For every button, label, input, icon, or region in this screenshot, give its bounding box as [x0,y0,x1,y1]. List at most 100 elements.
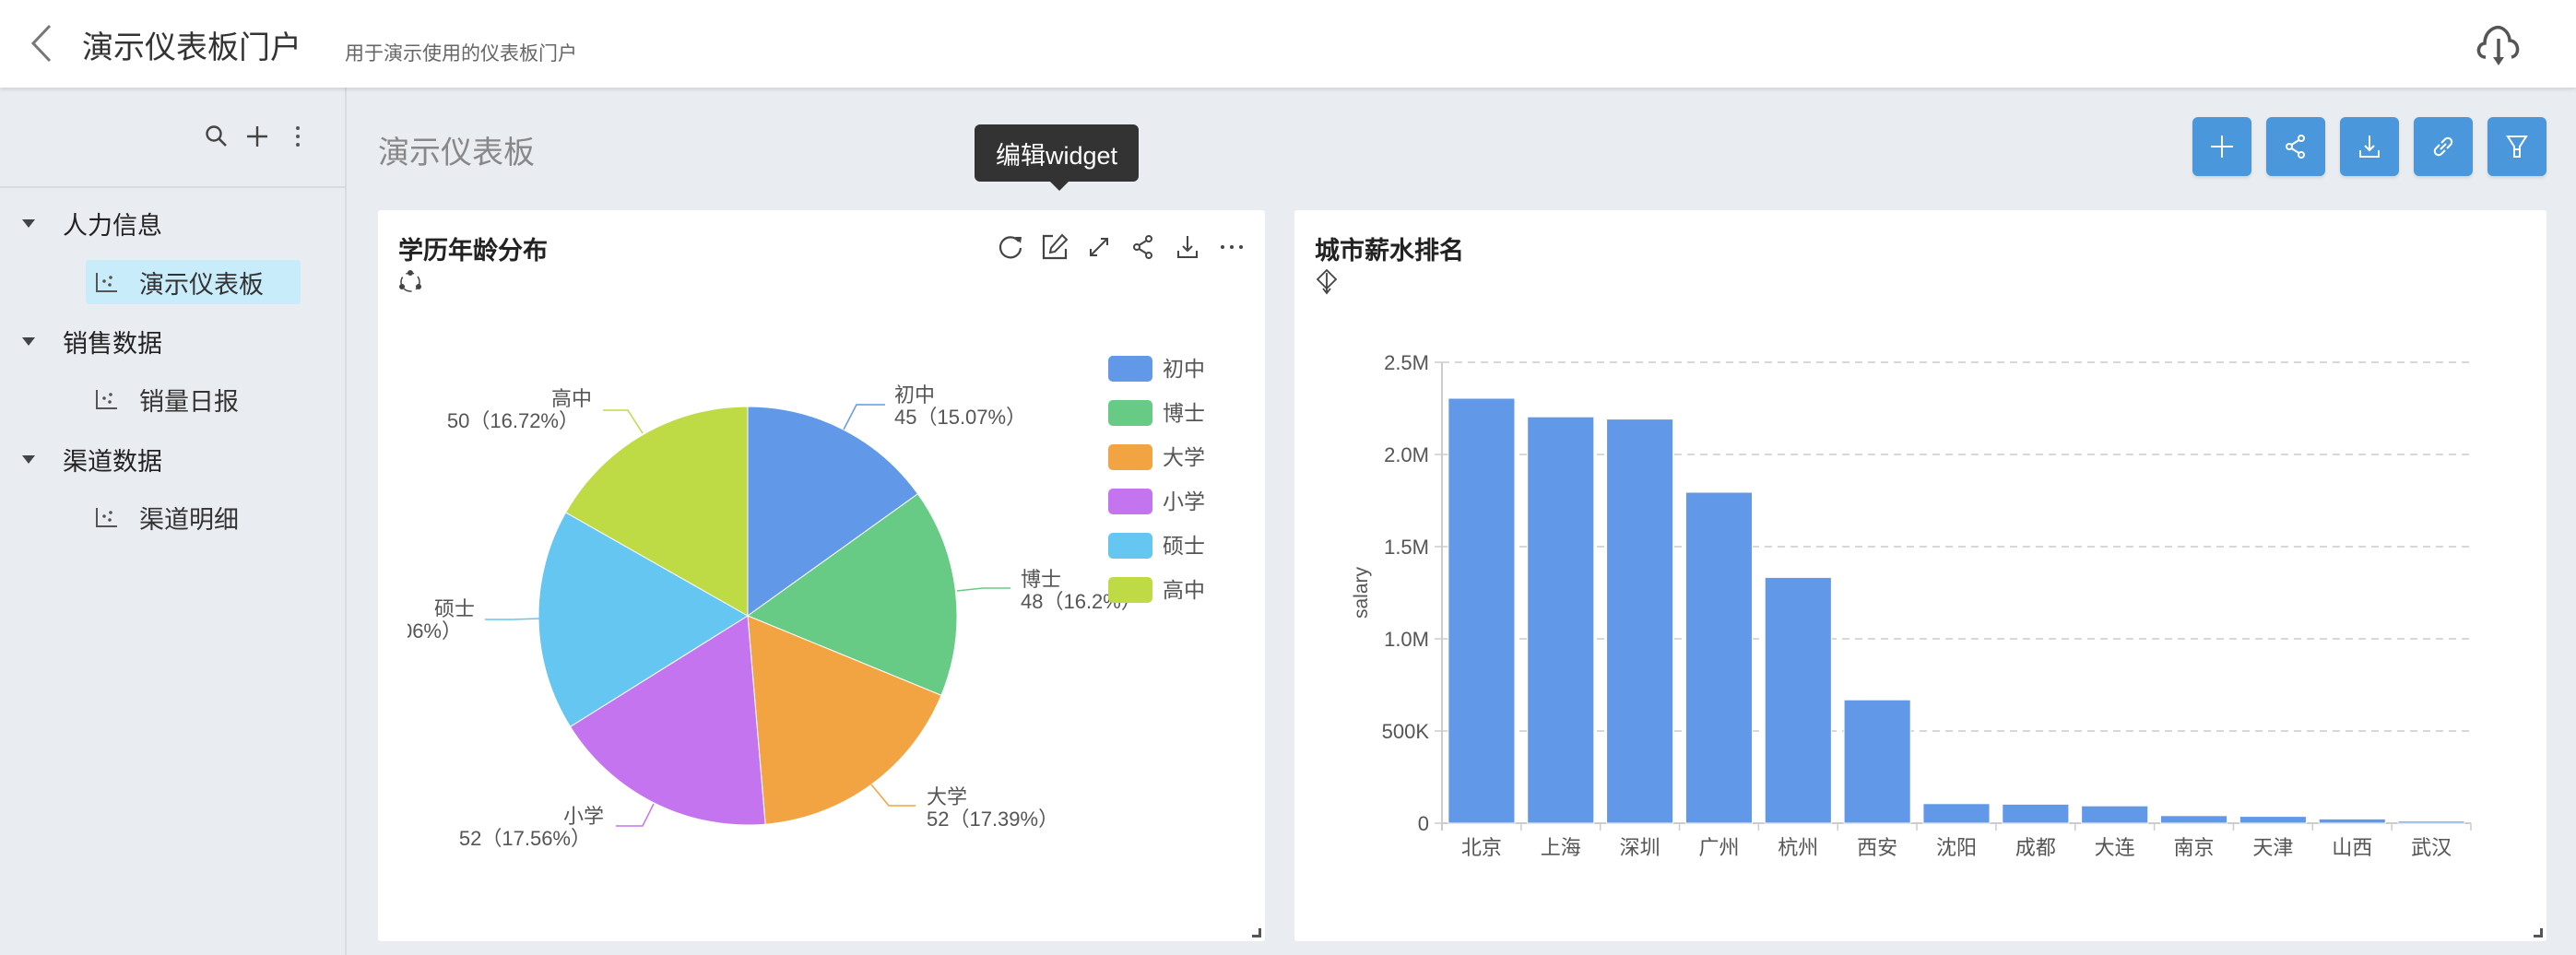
y-tick-label: 0 [1418,812,1429,835]
bar-10 [2239,816,2307,824]
legend-swatch [1108,400,1152,426]
pie-leader-line [956,587,1010,592]
pie-slice-5 [564,406,749,617]
bar-1 [1527,416,1595,824]
x-tick-label: 南京 [2174,836,2215,859]
caret-down-icon[interactable] [22,455,35,464]
caret-down-icon[interactable] [22,337,35,346]
pie-slice-1 [746,493,958,696]
bar-7 [2002,803,2070,824]
tree-item-channel-detail[interactable]: 渠道明细 [86,495,301,539]
widget-card-pie: 学历年龄分布 初中 45（15.07%） 博士 48（16.2%） 大学 52（17.39… [378,210,1265,941]
pie-leader-line [843,404,885,430]
resize-handle[interactable] [1252,928,1261,937]
pie-label-name: 大学 [927,785,967,808]
legend-swatch [1108,577,1152,603]
x-tick-label: 沈阳 [1936,836,1977,859]
x-tick-label: 大连 [2095,836,2135,859]
download-button[interactable] [2340,117,2399,176]
download-icon[interactable] [1165,230,1210,264]
share-icon [2286,135,2305,159]
pie-label-value: 45（15.07%） [894,406,1026,429]
pie-chart: 初中45（15.07%）博士48（16.2%）大学52（17.39%）小学52（… [401,356,1205,850]
refresh-icon[interactable] [988,230,1033,264]
page-title: 演示仪表板门户 [82,30,301,65]
x-tick-label: 山西 [2332,836,2372,859]
add-widget-button[interactable] [2192,117,2251,176]
header: 演示仪表板门户 用于演示使用的仪表板门户 [0,0,2576,88]
y-axis-label: salary [1351,566,1372,619]
tree-item-label: 演示仪表板 [139,270,264,299]
legend-label: 初中 [1163,357,1205,381]
caret-down-icon[interactable] [22,219,35,228]
link-button[interactable] [2414,117,2473,176]
tree-group-hr[interactable]: 人力信息 [0,206,162,242]
legend-label: 小学 [1163,489,1205,513]
tree-item-daily-sales[interactable]: 销量日报 [86,377,301,421]
x-tick-label: 西安 [1857,836,1897,859]
bar-3 [1684,491,1754,824]
plus-icon[interactable] [245,122,269,151]
x-tick-label: 上海 [1541,836,1581,859]
bar-6 [1922,803,1991,824]
bar-11 [2318,818,2386,824]
share-icon[interactable] [1121,230,1165,264]
bar-5 [1843,699,1911,824]
pie-label-name: 小学 [563,805,604,828]
legend-swatch [1108,489,1152,514]
y-tick-label: 500K [1382,720,1430,743]
x-tick-label: 杭州 [1778,836,1818,859]
tree-group-label: 渠道数据 [63,448,162,476]
x-tick-label: 广州 [1698,836,1739,859]
x-tick-label: 深圳 [1620,836,1660,859]
tree-group-label: 销售数据 [63,330,162,358]
tree-item-label: 销量日报 [139,387,239,416]
sidebar: 人力信息 演示仪表板 销售数据 销量日报 渠道数据 渠道明细 [0,88,347,955]
x-tick-label: 天津 [2252,836,2293,859]
bar-0 [1448,397,1516,824]
x-tick-label: 北京 [1461,836,1502,859]
pie-label-name: 高中 [551,387,592,410]
widget-card-bar: 城市薪水排名 0 500K 1.0M 1.5M 2.0M 2.5M salary 北京 上海 深圳… [1294,210,2546,941]
edit-icon[interactable] [1033,230,1077,264]
bar-9 [2159,815,2228,824]
filter-icon [2506,136,2528,158]
plus-icon [2211,136,2233,158]
legend-swatch [1108,444,1152,470]
divider [0,186,345,188]
chart-icon [96,390,117,409]
tree-item-demo-dashboard[interactable]: 演示仪表板 [86,260,301,304]
pie-label-name: 硕士 [434,597,475,620]
widget-title: 城市薪水排名 [1315,237,1464,265]
tree-group-channel[interactable]: 渠道数据 [0,442,162,478]
link-icon [2433,136,2453,157]
cloud-download-icon[interactable] [2473,22,2524,68]
download-icon [2359,136,2380,158]
bar-4 [1764,576,1832,824]
tree-item-label: 渠道明细 [139,505,239,534]
pie-label-value: 52（17.39%） [927,808,1058,831]
chevron-left-icon[interactable] [20,20,66,66]
legend-swatch [1108,533,1152,559]
filter-button[interactable] [2487,117,2546,176]
legend-label: 硕士 [1163,534,1205,558]
share-button[interactable] [2266,117,2325,176]
widget-title: 学历年龄分布 [398,237,548,265]
pie-label-name: 初中 [894,383,935,407]
search-icon[interactable] [205,122,229,151]
tree-group-sales[interactable]: 销售数据 [0,324,162,360]
legend-label: 博士 [1163,401,1205,425]
tooltip: 编辑widget [975,124,1139,191]
y-tick-label: 1.0M [1384,628,1429,651]
legend-label: 高中 [1163,578,1205,602]
pie-label-name: 博士 [1021,568,1061,591]
pie-label-value: 06%） [401,619,462,643]
legend-swatch [1108,356,1152,382]
more-vertical-icon[interactable] [286,122,310,151]
fullscreen-icon[interactable] [1077,230,1121,264]
resize-handle[interactable] [2534,928,2543,937]
more-icon[interactable] [1210,230,1254,264]
tree-group-label: 人力信息 [63,212,162,240]
sort-icon [1316,268,1338,295]
dashboard-title: 演示仪表板 [378,136,535,171]
